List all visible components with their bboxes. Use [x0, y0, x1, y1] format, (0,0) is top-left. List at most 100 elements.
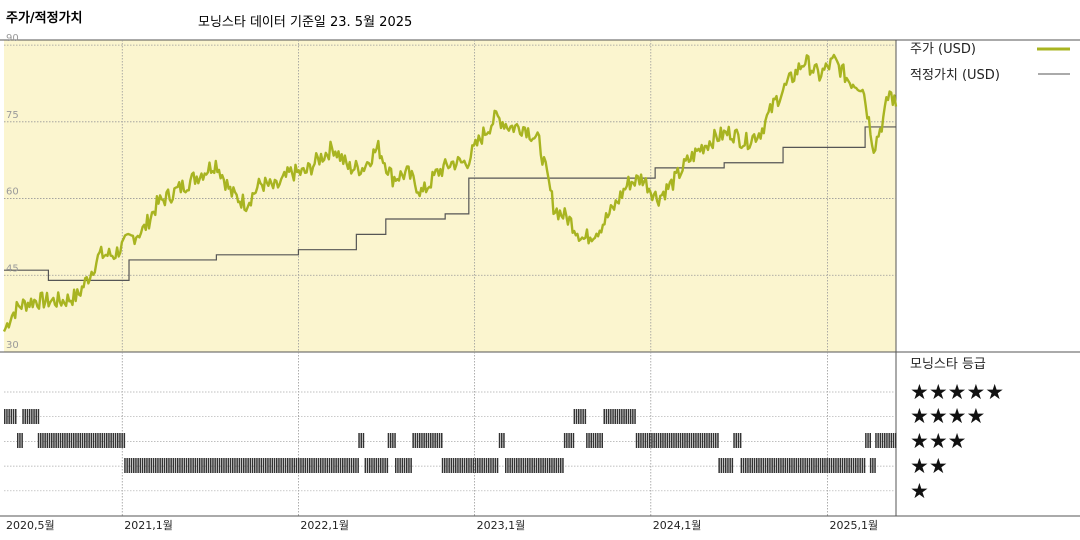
rating-tick [249, 458, 252, 473]
rating-tick [813, 458, 815, 473]
rating-tick [126, 458, 128, 473]
rating-tick [740, 458, 743, 473]
rating-tick [607, 409, 610, 424]
rating-tick [245, 458, 247, 473]
rating-tick [546, 458, 549, 473]
rating-tick [399, 458, 401, 473]
rating-segment-4-star [4, 409, 17, 424]
rating-tick [75, 433, 77, 448]
rating-tick [95, 433, 97, 448]
rating-tick [97, 433, 99, 448]
rating-segment-3-star [733, 433, 742, 448]
rating-tick [35, 409, 37, 424]
rating-tick [516, 458, 518, 473]
rating-tick [221, 458, 223, 473]
rating-tick [551, 458, 553, 473]
rating-tick [501, 433, 503, 448]
rating-tick [677, 433, 680, 448]
rating-tick [859, 458, 861, 473]
rating-tick [877, 433, 879, 448]
rating-tick [358, 433, 360, 448]
rating-tick [688, 433, 691, 448]
rating-tick [66, 433, 68, 448]
rating-tick [203, 458, 205, 473]
rating-tick [584, 409, 587, 424]
rating-tick [300, 458, 302, 473]
rating-tick [119, 433, 121, 448]
rating-tick [99, 433, 101, 448]
rating-tick [371, 458, 373, 473]
rating-segment-3-star [865, 433, 871, 448]
rating-tick [295, 458, 298, 473]
rating-tick [194, 458, 197, 473]
rating-segment-3-star [412, 433, 443, 448]
rating-tick [457, 458, 459, 473]
rating-tick [651, 433, 653, 448]
rating-tick [629, 409, 632, 424]
rating-tick [265, 458, 267, 473]
rating-tick [888, 433, 890, 448]
rating-tick [869, 458, 872, 473]
rating-tick [450, 458, 453, 473]
rating-tick [690, 433, 693, 448]
rating-tick [542, 458, 544, 473]
rating-segment-3-star [37, 433, 126, 448]
rating-tick [40, 433, 42, 448]
rating-tick [675, 433, 677, 448]
rating-tick [627, 409, 630, 424]
rating-tick [446, 458, 448, 473]
rating-tick [163, 458, 166, 473]
rating-tick [461, 458, 464, 473]
rating-tick [302, 458, 304, 473]
rating-segment-3-star [358, 433, 365, 448]
rating-tick [701, 433, 704, 448]
rating-tick [410, 458, 412, 473]
rating-tick [251, 458, 254, 473]
rating-tick [621, 409, 623, 424]
rating-tick [172, 458, 175, 473]
rating-tick [183, 458, 186, 473]
legend-price-label: 주가 (USD) [910, 42, 976, 57]
rating-tick [68, 433, 71, 448]
rating-tick [427, 433, 430, 448]
rating-tick [582, 409, 584, 424]
rating-tick [223, 458, 225, 473]
rating-tick [320, 458, 322, 473]
rating-tick [377, 458, 380, 473]
rating-tick [6, 409, 8, 424]
rating-tick [693, 433, 695, 448]
rating-tick [117, 433, 119, 448]
rating-tick [432, 433, 434, 448]
rating-tick [725, 458, 727, 473]
rating-tick [775, 458, 778, 473]
rating-tick [386, 458, 389, 473]
rating-tick [10, 409, 13, 424]
rating-tick [522, 458, 525, 473]
rating-tick [389, 433, 392, 448]
rating-tick [139, 458, 142, 473]
price-panel-fill [4, 40, 896, 352]
rating-2-stars: ★★ [910, 454, 948, 478]
rating-tick [101, 433, 104, 448]
rating-tick [394, 433, 396, 448]
rating-tick [121, 433, 123, 448]
rating-tick [720, 458, 723, 473]
rating-tick [879, 433, 882, 448]
rating-tick [416, 433, 419, 448]
rating-tick [313, 458, 315, 473]
rating-tick [375, 458, 378, 473]
rating-segment-3-star [875, 433, 897, 448]
rating-tick [760, 458, 762, 473]
rating-tick [507, 458, 509, 473]
rating-tick [472, 458, 475, 473]
rating-tick [79, 433, 82, 448]
rating-tick [114, 433, 117, 448]
rating-tick [875, 433, 877, 448]
rating-legend-title: 모닝스타 등급 [910, 357, 986, 372]
x-axis-ticks: 2020,5월 2021,1월 2022,1월 2023,1월 2024,1월 2025,… [6, 519, 878, 532]
rating-tick [179, 458, 181, 473]
rating-tick [808, 458, 811, 473]
rating-tick [660, 433, 662, 448]
rating-tick [124, 458, 126, 473]
rating-segment-3-star [586, 433, 603, 448]
